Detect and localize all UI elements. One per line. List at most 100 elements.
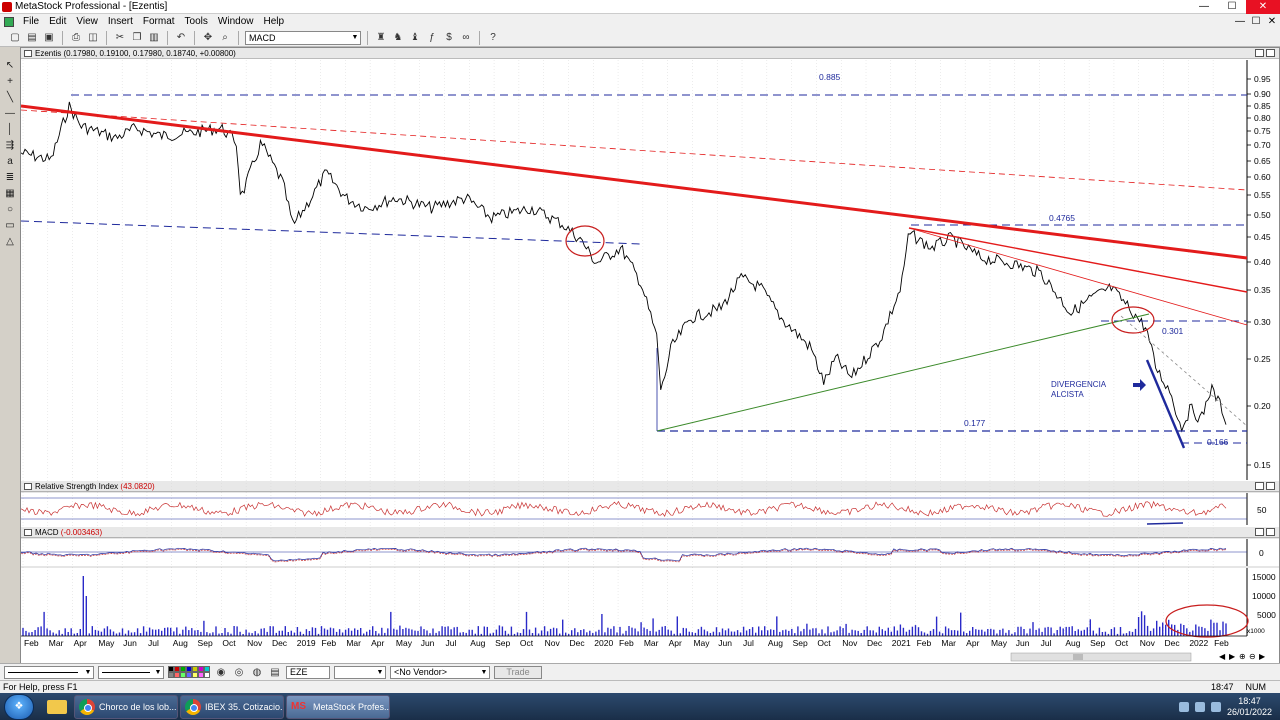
pane-collapse-icon[interactable] (24, 528, 32, 536)
pane-close-icon[interactable] (1266, 528, 1275, 536)
cut-icon[interactable]: ✂ (115, 32, 125, 43)
pane-maximize-icon[interactable] (1255, 482, 1264, 490)
close-button[interactable]: ✕ (1246, 0, 1280, 14)
zoom-in-icon[interactable]: ⊕ (1239, 652, 1246, 661)
pinned-explorer[interactable] (40, 695, 74, 719)
indicator-select[interactable]: MACD ▼ (245, 30, 361, 45)
pane-maximize-icon[interactable] (1255, 528, 1264, 536)
menu-window[interactable]: Window (217, 16, 254, 27)
web-icon[interactable]: ◍ (252, 666, 262, 678)
task-chrome-1[interactable]: Chorco de los lob... (74, 694, 178, 719)
print-icon[interactable]: ⎙ (72, 32, 80, 43)
pointer-icon[interactable]: ↖ (5, 60, 15, 71)
vertical-line-icon[interactable]: │ (6, 124, 14, 135)
text-tool-icon[interactable]: a (7, 156, 13, 167)
pane-collapse-icon[interactable] (24, 482, 32, 490)
color-palette[interactable] (168, 666, 210, 678)
save-icon[interactable]: ▣ (44, 32, 54, 43)
color-swatch[interactable] (198, 666, 204, 672)
scroll-right-icon[interactable]: ▶ (1229, 652, 1236, 661)
line-weight-select[interactable]: ▼ (98, 665, 164, 679)
menu-view[interactable]: View (76, 16, 98, 27)
network-tray-icon[interactable] (1194, 701, 1205, 712)
security-input[interactable]: EZE (286, 665, 330, 679)
explorer-icon[interactable]: ♞ (393, 32, 403, 43)
globe-icon[interactable]: ◎ (234, 666, 244, 678)
volume-tray-icon[interactable] (1210, 701, 1221, 712)
trendline-tool-icon[interactable]: ╲ (6, 92, 14, 103)
menu-edit[interactable]: Edit (49, 16, 67, 27)
color-swatch[interactable] (174, 666, 180, 672)
channel-tool-icon[interactable]: ⇶ (5, 140, 15, 151)
new-file-icon[interactable]: ▢ (10, 32, 20, 43)
pane-close-icon[interactable] (1266, 482, 1275, 490)
color-swatch[interactable] (192, 672, 198, 678)
menu-help[interactable]: Help (263, 16, 285, 27)
formula-icon[interactable]: ƒ (429, 32, 435, 43)
menu-tools[interactable]: Tools (184, 16, 208, 27)
zoom-out-icon[interactable]: ⊖ (1249, 652, 1256, 661)
trade-button[interactable]: Trade (494, 665, 542, 679)
menu-file[interactable]: File (23, 16, 40, 27)
color-swatch[interactable] (180, 666, 186, 672)
crosshair-tool-icon[interactable]: + (7, 76, 13, 87)
color-swatch[interactable] (168, 666, 174, 672)
system-tester-icon[interactable]: ♝ (410, 32, 420, 43)
menu-format[interactable]: Format (142, 16, 175, 27)
mdi-minimize-button[interactable]: — (1235, 16, 1245, 27)
x-tick-label: Jun (123, 638, 137, 648)
start-button[interactable]: ❖ (4, 693, 34, 720)
document-icon[interactable] (4, 16, 14, 27)
chart-scroll-controls[interactable]: ◀ ▶ ⊕ ⊖ ▶ (1010, 652, 1266, 662)
horizontal-scrollbar[interactable] (1010, 652, 1192, 662)
crosshair-icon[interactable]: ✥ (203, 32, 213, 43)
zoom-icon[interactable]: ⌕ (222, 32, 228, 43)
rectangle-tool-icon[interactable]: ▭ (5, 220, 15, 231)
color-swatch[interactable] (180, 672, 186, 678)
scroll-left-icon[interactable]: ◀ (1219, 652, 1226, 661)
grid-tool-icon[interactable]: ▦ (5, 188, 15, 199)
context-help-icon[interactable]: ? (490, 32, 496, 43)
task-chrome-2[interactable]: IBEX 35. Cotizacio... (180, 694, 284, 719)
notes-icon[interactable]: ▤ (270, 666, 280, 678)
horizontal-line-icon[interactable]: — (5, 108, 15, 119)
maximize-button[interactable]: ☐ (1227, 1, 1237, 12)
color-swatch[interactable] (186, 666, 192, 672)
color-swatch[interactable] (204, 672, 210, 678)
color-swatch[interactable] (168, 672, 174, 678)
chart-canvas[interactable]: 0.95 0.90 0.85 0.80 0.75 0.70 0.65 0.60 0.55 0.50… (21, 48, 1279, 664)
taskbar-clock[interactable]: 18:47 26/01/2022 (1227, 696, 1272, 718)
binoculars-icon[interactable]: ∞ (462, 32, 470, 43)
pane-collapse-icon[interactable] (24, 49, 32, 57)
undo-icon[interactable]: ↶ (176, 32, 186, 43)
menu-insert[interactable]: Insert (107, 16, 133, 27)
mdi-restore-button[interactable]: ☐ (1251, 16, 1261, 27)
line-style-select[interactable]: ▼ (4, 665, 94, 679)
mdi-close-button[interactable]: ✕ (1267, 16, 1277, 27)
color-swatch[interactable] (198, 672, 204, 678)
color-swatch[interactable] (174, 672, 180, 678)
task-metastock[interactable]: MS MetaStock Profes... (286, 694, 390, 719)
minimize-button[interactable]: — (1199, 1, 1209, 12)
ellipse-tool-icon[interactable]: ○ (6, 204, 14, 215)
pane-close-icon[interactable] (1266, 49, 1275, 57)
periodicity-select[interactable]: ▼ (334, 665, 386, 679)
open-folder-icon[interactable]: ▤ (27, 32, 37, 43)
copy-icon[interactable]: ❐ (132, 32, 142, 43)
color-swatch[interactable] (186, 672, 192, 678)
expert-advisor-icon[interactable]: ♜ (376, 32, 386, 43)
refresh-icon[interactable]: ◉ (216, 666, 226, 678)
chart-window[interactable]: Ezentis (0.17980, 0.19100, 0.17980, 0.18… (20, 47, 1280, 665)
help-tray-icon[interactable] (1178, 701, 1189, 712)
color-swatch[interactable] (192, 666, 198, 672)
scrollbar-thumb[interactable] (1073, 654, 1083, 660)
fibonacci-tool-icon[interactable]: ≣ (5, 172, 15, 183)
triangle-tool-icon[interactable]: △ (6, 236, 14, 247)
paste-icon[interactable]: ▥ (149, 32, 159, 43)
print-preview-icon[interactable]: ◫ (88, 32, 98, 43)
pane-maximize-icon[interactable] (1255, 49, 1264, 57)
scroll-end-icon[interactable]: ▶ (1259, 652, 1266, 661)
dollar-icon[interactable]: $ (446, 32, 452, 43)
color-swatch[interactable] (204, 666, 210, 672)
vendor-select[interactable]: <No Vendor> ▼ (390, 665, 490, 679)
